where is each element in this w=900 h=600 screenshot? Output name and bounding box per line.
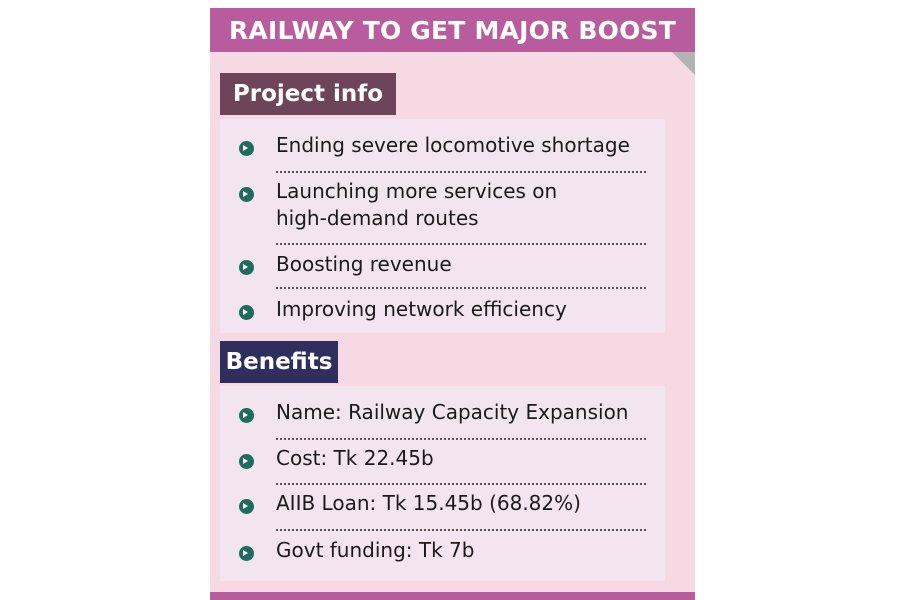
dotted-divider (276, 483, 646, 485)
bottom-bar (210, 592, 695, 600)
list-item: high-demand routes (276, 206, 479, 230)
circle-arrow-right-icon (239, 499, 254, 514)
list-item: Improving network efficiency (276, 297, 567, 321)
dotted-divider (276, 287, 646, 289)
list-item: Cost: Tk 22.45b (276, 446, 434, 470)
circle-arrow-right-icon (239, 187, 254, 202)
circle-arrow-right-icon (239, 454, 254, 469)
circle-arrow-right-icon (239, 408, 254, 423)
page-fold-corner (672, 52, 695, 75)
list-item: Launching more services on (276, 179, 558, 203)
infographic-card: RAILWAY TO GET MAJOR BOOST Project info … (210, 8, 695, 600)
dotted-divider (276, 438, 646, 440)
dotted-divider (276, 171, 646, 173)
list-item: Name: Railway Capacity Expansion (276, 400, 629, 424)
list-item: Boosting revenue (276, 252, 452, 276)
dotted-divider (276, 243, 646, 245)
benefits-heading-text: Benefits (225, 349, 333, 375)
infographic-title: RAILWAY TO GET MAJOR BOOST (228, 15, 677, 45)
circle-arrow-right-icon (239, 305, 254, 320)
circle-arrow-right-icon (239, 546, 254, 561)
benefits-heading: Benefits (220, 341, 338, 383)
circle-arrow-right-icon (239, 141, 254, 156)
circle-arrow-right-icon (239, 260, 254, 275)
list-item: AIIB Loan: Tk 15.45b (68.82%) (276, 491, 581, 515)
benefits-list: Name: Railway Capacity Expansion Cost: T… (220, 386, 665, 581)
project-info-heading: Project info (220, 73, 396, 115)
list-item: Ending severe locomotive shortage (276, 133, 630, 157)
dotted-divider (276, 529, 646, 531)
project-info-list: Ending severe locomotive shortage Launch… (220, 119, 665, 333)
title-bar: RAILWAY TO GET MAJOR BOOST (210, 8, 695, 52)
list-item: Govt funding: Tk 7b (276, 538, 475, 562)
project-info-heading-text: Project info (232, 81, 384, 107)
